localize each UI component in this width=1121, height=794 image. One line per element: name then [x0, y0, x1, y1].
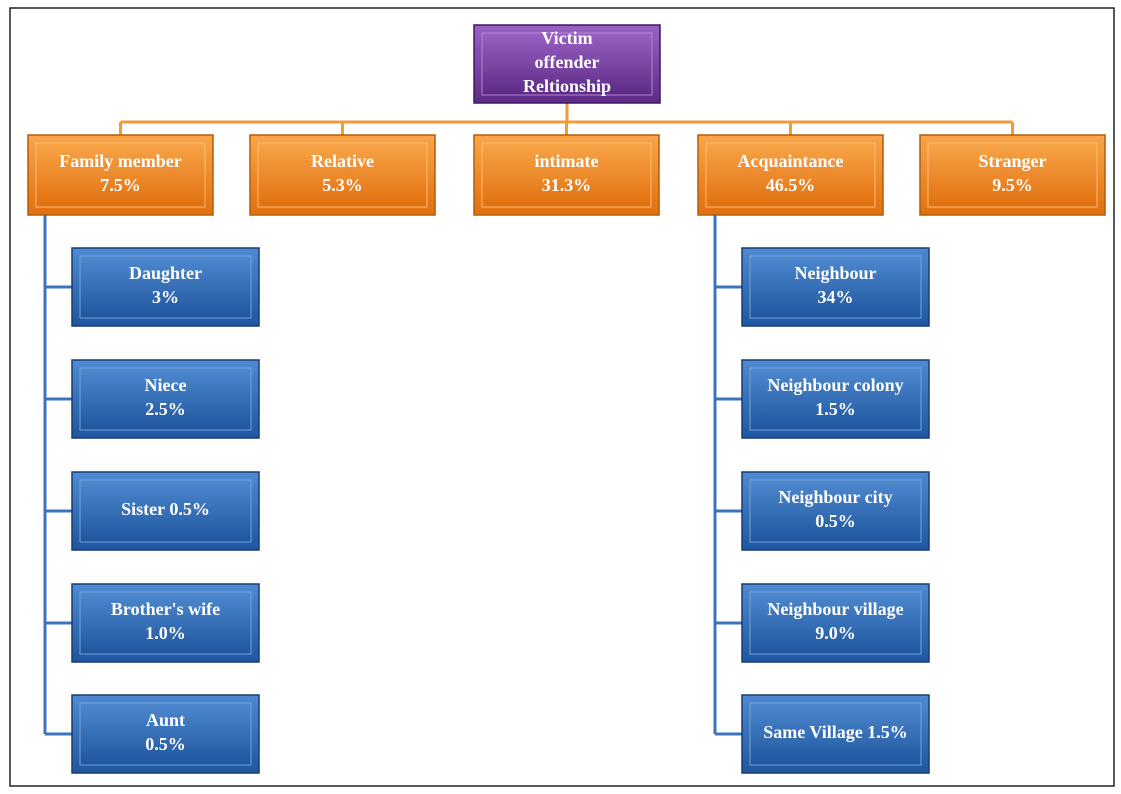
root-node: Victim offender Reltionship [473, 24, 661, 104]
box-face [749, 255, 922, 319]
box-label: 46.5% [766, 175, 816, 195]
child-node: Niece 2.5% [71, 359, 260, 439]
box-label: 0.5% [145, 734, 186, 754]
box-face [749, 591, 922, 655]
child-node: Brother's wife 1.0% [71, 583, 260, 663]
box-face [927, 142, 1098, 208]
category-node: intimate 31.3% [473, 134, 660, 216]
box-label: Brother's wife [111, 599, 220, 619]
box-face [749, 367, 922, 431]
child-node: Daughter 3% [71, 247, 260, 327]
box-label: Family member [59, 151, 181, 171]
child-node: Sister 0.5% [71, 471, 260, 551]
box-face [35, 142, 206, 208]
box-face [79, 479, 252, 543]
child-node: Neighbour village 9.0% [741, 583, 930, 663]
frame [9, 7, 1115, 787]
box-label: offender [535, 52, 600, 72]
box-label: 0.5% [815, 511, 856, 531]
box-face [79, 255, 252, 319]
box-label: Sister 0.5% [121, 499, 210, 519]
box-label: 9.0% [815, 623, 856, 643]
box-label: 1.5% [815, 399, 856, 419]
box-label: 2.5% [145, 399, 186, 419]
box-label: Neighbour city [778, 487, 892, 507]
box-label: 31.3% [542, 175, 592, 195]
box-face [79, 702, 252, 766]
box-label: 7.5% [100, 175, 141, 195]
box-label: Stranger [979, 151, 1047, 171]
box-label: intimate [535, 151, 599, 171]
child-node: Neighbour city 0.5% [741, 471, 930, 551]
category-node: Family member 7.5% [27, 134, 214, 216]
category-node: Acquaintance 46.5% [697, 134, 884, 216]
box-label: Victim [541, 28, 592, 48]
category-node: Stranger 9.5% [919, 134, 1106, 216]
box-face [79, 367, 252, 431]
box-label: 9.5% [992, 175, 1033, 195]
box-label: Neighbour [794, 263, 876, 283]
box-face [79, 591, 252, 655]
box-face [749, 479, 922, 543]
box-label: 1.0% [145, 623, 186, 643]
child-node: Neighbour colony 1.5% [741, 359, 930, 439]
box-face [481, 32, 653, 96]
box-label: Relative [311, 151, 374, 171]
box-face [749, 702, 922, 766]
child-node: Same Village 1.5% [741, 694, 930, 774]
connectors [43, 103, 1014, 736]
box-face [257, 142, 428, 208]
box-label: Niece [145, 375, 187, 395]
child-node: Aunt 0.5% [71, 694, 260, 774]
box-label: Neighbour colony [767, 375, 903, 395]
box-label: 3% [152, 287, 179, 307]
category-node: Relative 5.3% [249, 134, 436, 216]
box-face [705, 142, 876, 208]
box-face [481, 142, 652, 208]
box-label: Same Village 1.5% [763, 722, 908, 742]
box-label: Neighbour village [767, 599, 903, 619]
box-label: Reltionship [523, 76, 611, 96]
box-label: Aunt [146, 710, 185, 730]
child-node: Neighbour 34% [741, 247, 930, 327]
box-label: 5.3% [322, 175, 363, 195]
box-label: Daughter [129, 263, 202, 283]
boxes: Victim offender Reltionship Family member 7.… [27, 24, 1106, 774]
box-label: 34% [818, 287, 854, 307]
box-label: Acquaintance [737, 151, 843, 171]
